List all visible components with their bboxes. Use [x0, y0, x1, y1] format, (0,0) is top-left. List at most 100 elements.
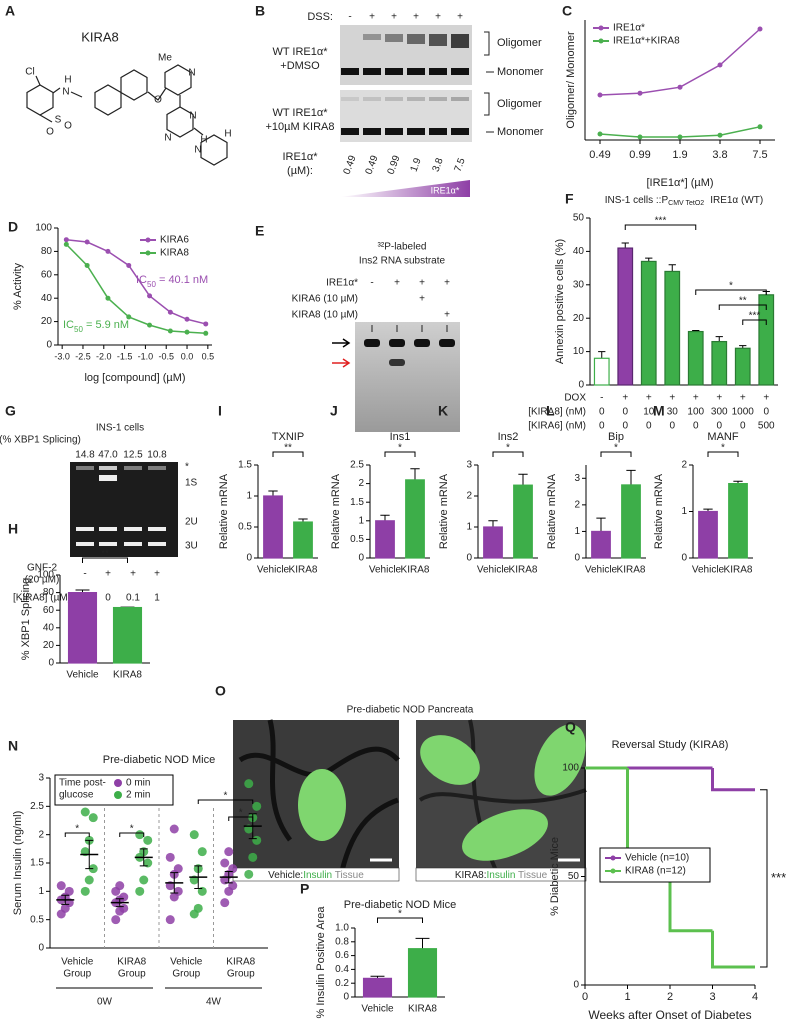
y-axis-label: Relative mRNA: [438, 473, 450, 549]
legend-marker: [610, 855, 616, 861]
panel-label: M: [653, 403, 665, 419]
error-bar: [194, 865, 203, 889]
point: [228, 881, 238, 891]
error-bar: [268, 490, 278, 496]
condition: WT IRE1α*: [272, 107, 328, 119]
significance-bracket: [119, 832, 145, 837]
chart-title: Pre-diabetic NOD Mice: [344, 899, 456, 911]
significance-label: *: [75, 824, 79, 835]
caption-stain: Insulin: [303, 870, 332, 881]
y-tick-label: 100: [37, 570, 54, 581]
x-tick-label: Vehicle: [61, 957, 94, 968]
bar: [640, 260, 657, 386]
y-tick-label: 20: [573, 313, 585, 324]
dss-sign: -: [348, 12, 351, 23]
bar: [711, 340, 728, 386]
x-tick-label: -2.0: [96, 351, 112, 361]
band: [76, 527, 94, 531]
y-tick-label: 1.5: [30, 858, 44, 869]
chart-title: Bip: [608, 431, 624, 443]
splicing-value: 14.8: [75, 450, 95, 461]
panel-label: A: [5, 3, 15, 19]
y-tick-label: 100: [562, 763, 579, 774]
compound-name: KIRA8: [81, 29, 119, 44]
y-tick-label: 50: [573, 213, 585, 224]
ring: [200, 134, 228, 166]
point: [677, 84, 683, 90]
condition-value: 0: [599, 421, 605, 432]
step-segment: [711, 930, 755, 969]
point: [252, 801, 262, 811]
significance-label: **: [739, 296, 747, 307]
caption-group: KIRA8:: [455, 870, 487, 881]
x-tick-label: KIRA8: [509, 565, 538, 576]
title-part: IRE1α (WT): [710, 195, 763, 206]
band: [363, 68, 381, 75]
bar: [375, 520, 395, 559]
x-tick-label: 0: [582, 991, 588, 1003]
x-tick-label: 1: [624, 991, 630, 1003]
gel: [340, 25, 472, 85]
row-value: 0.1: [126, 593, 140, 604]
point: [143, 835, 153, 845]
condition-value: 0: [693, 421, 699, 432]
y-tick-label: 80: [41, 246, 53, 257]
band: [407, 97, 425, 101]
x-tick-label: Vehicle: [369, 565, 402, 576]
row-value: 1: [154, 593, 160, 604]
bar: [112, 606, 143, 664]
condition-value: +: [763, 393, 769, 404]
chart-title: TXNIP: [272, 431, 304, 443]
x-tick-label: Vehicle: [585, 565, 618, 576]
row-label: (20 µM): [25, 575, 60, 586]
chart-title: Reversal Study (KIRA8): [612, 739, 729, 751]
x-tick-label: 0.0: [181, 351, 194, 361]
panel-label: H: [8, 521, 18, 537]
concentration: 3.8: [431, 156, 446, 173]
y-tick-label: 1: [466, 522, 472, 533]
band: [414, 339, 430, 347]
x-tick-label: Vehicle: [257, 565, 290, 576]
point: [244, 869, 254, 879]
band: [363, 97, 381, 101]
band: [385, 128, 403, 135]
point: [84, 262, 90, 268]
x-tick-label: Vehicle: [170, 957, 203, 968]
x-axis-label: Weeks after Onset of Diabetes: [588, 1008, 751, 1022]
point: [115, 881, 125, 891]
point: [167, 328, 173, 334]
ic50-part: = 40.1 nM: [156, 274, 208, 286]
bar: [405, 479, 425, 559]
point: [126, 314, 132, 320]
y-tick-label: 40: [41, 293, 53, 304]
significance-label: ***: [771, 870, 786, 885]
row-value: -: [83, 569, 86, 580]
significance-bracket: [228, 816, 254, 821]
panel-label: F: [565, 191, 574, 207]
dss-sign: +: [435, 12, 441, 23]
legend-marker: [598, 25, 604, 31]
x-tick-label: KIRA8: [117, 957, 146, 968]
significance-label: ***: [655, 216, 667, 227]
point: [80, 807, 90, 817]
point: [56, 881, 66, 891]
point: [597, 131, 603, 137]
panel-label: K: [438, 403, 448, 419]
point: [228, 864, 238, 874]
band-label: Oligomer: [497, 37, 542, 49]
x-tick-label: 4: [752, 991, 758, 1003]
y-tick-label: 1: [681, 506, 687, 517]
bar: [621, 484, 641, 559]
legend-marker: [610, 868, 616, 874]
point: [63, 241, 69, 247]
title-part: CMV TetO2: [668, 200, 704, 207]
band: [429, 34, 447, 46]
panel-label: Q: [565, 719, 576, 735]
condition-value: 1000: [732, 407, 755, 418]
y-tick-label: 10: [573, 346, 585, 357]
legend-label: 0 min: [126, 778, 150, 789]
y-tick-label: 3: [574, 473, 580, 484]
panel-title: Ins2 RNA substrate: [359, 256, 446, 267]
y-tick-label: 0: [574, 553, 580, 564]
